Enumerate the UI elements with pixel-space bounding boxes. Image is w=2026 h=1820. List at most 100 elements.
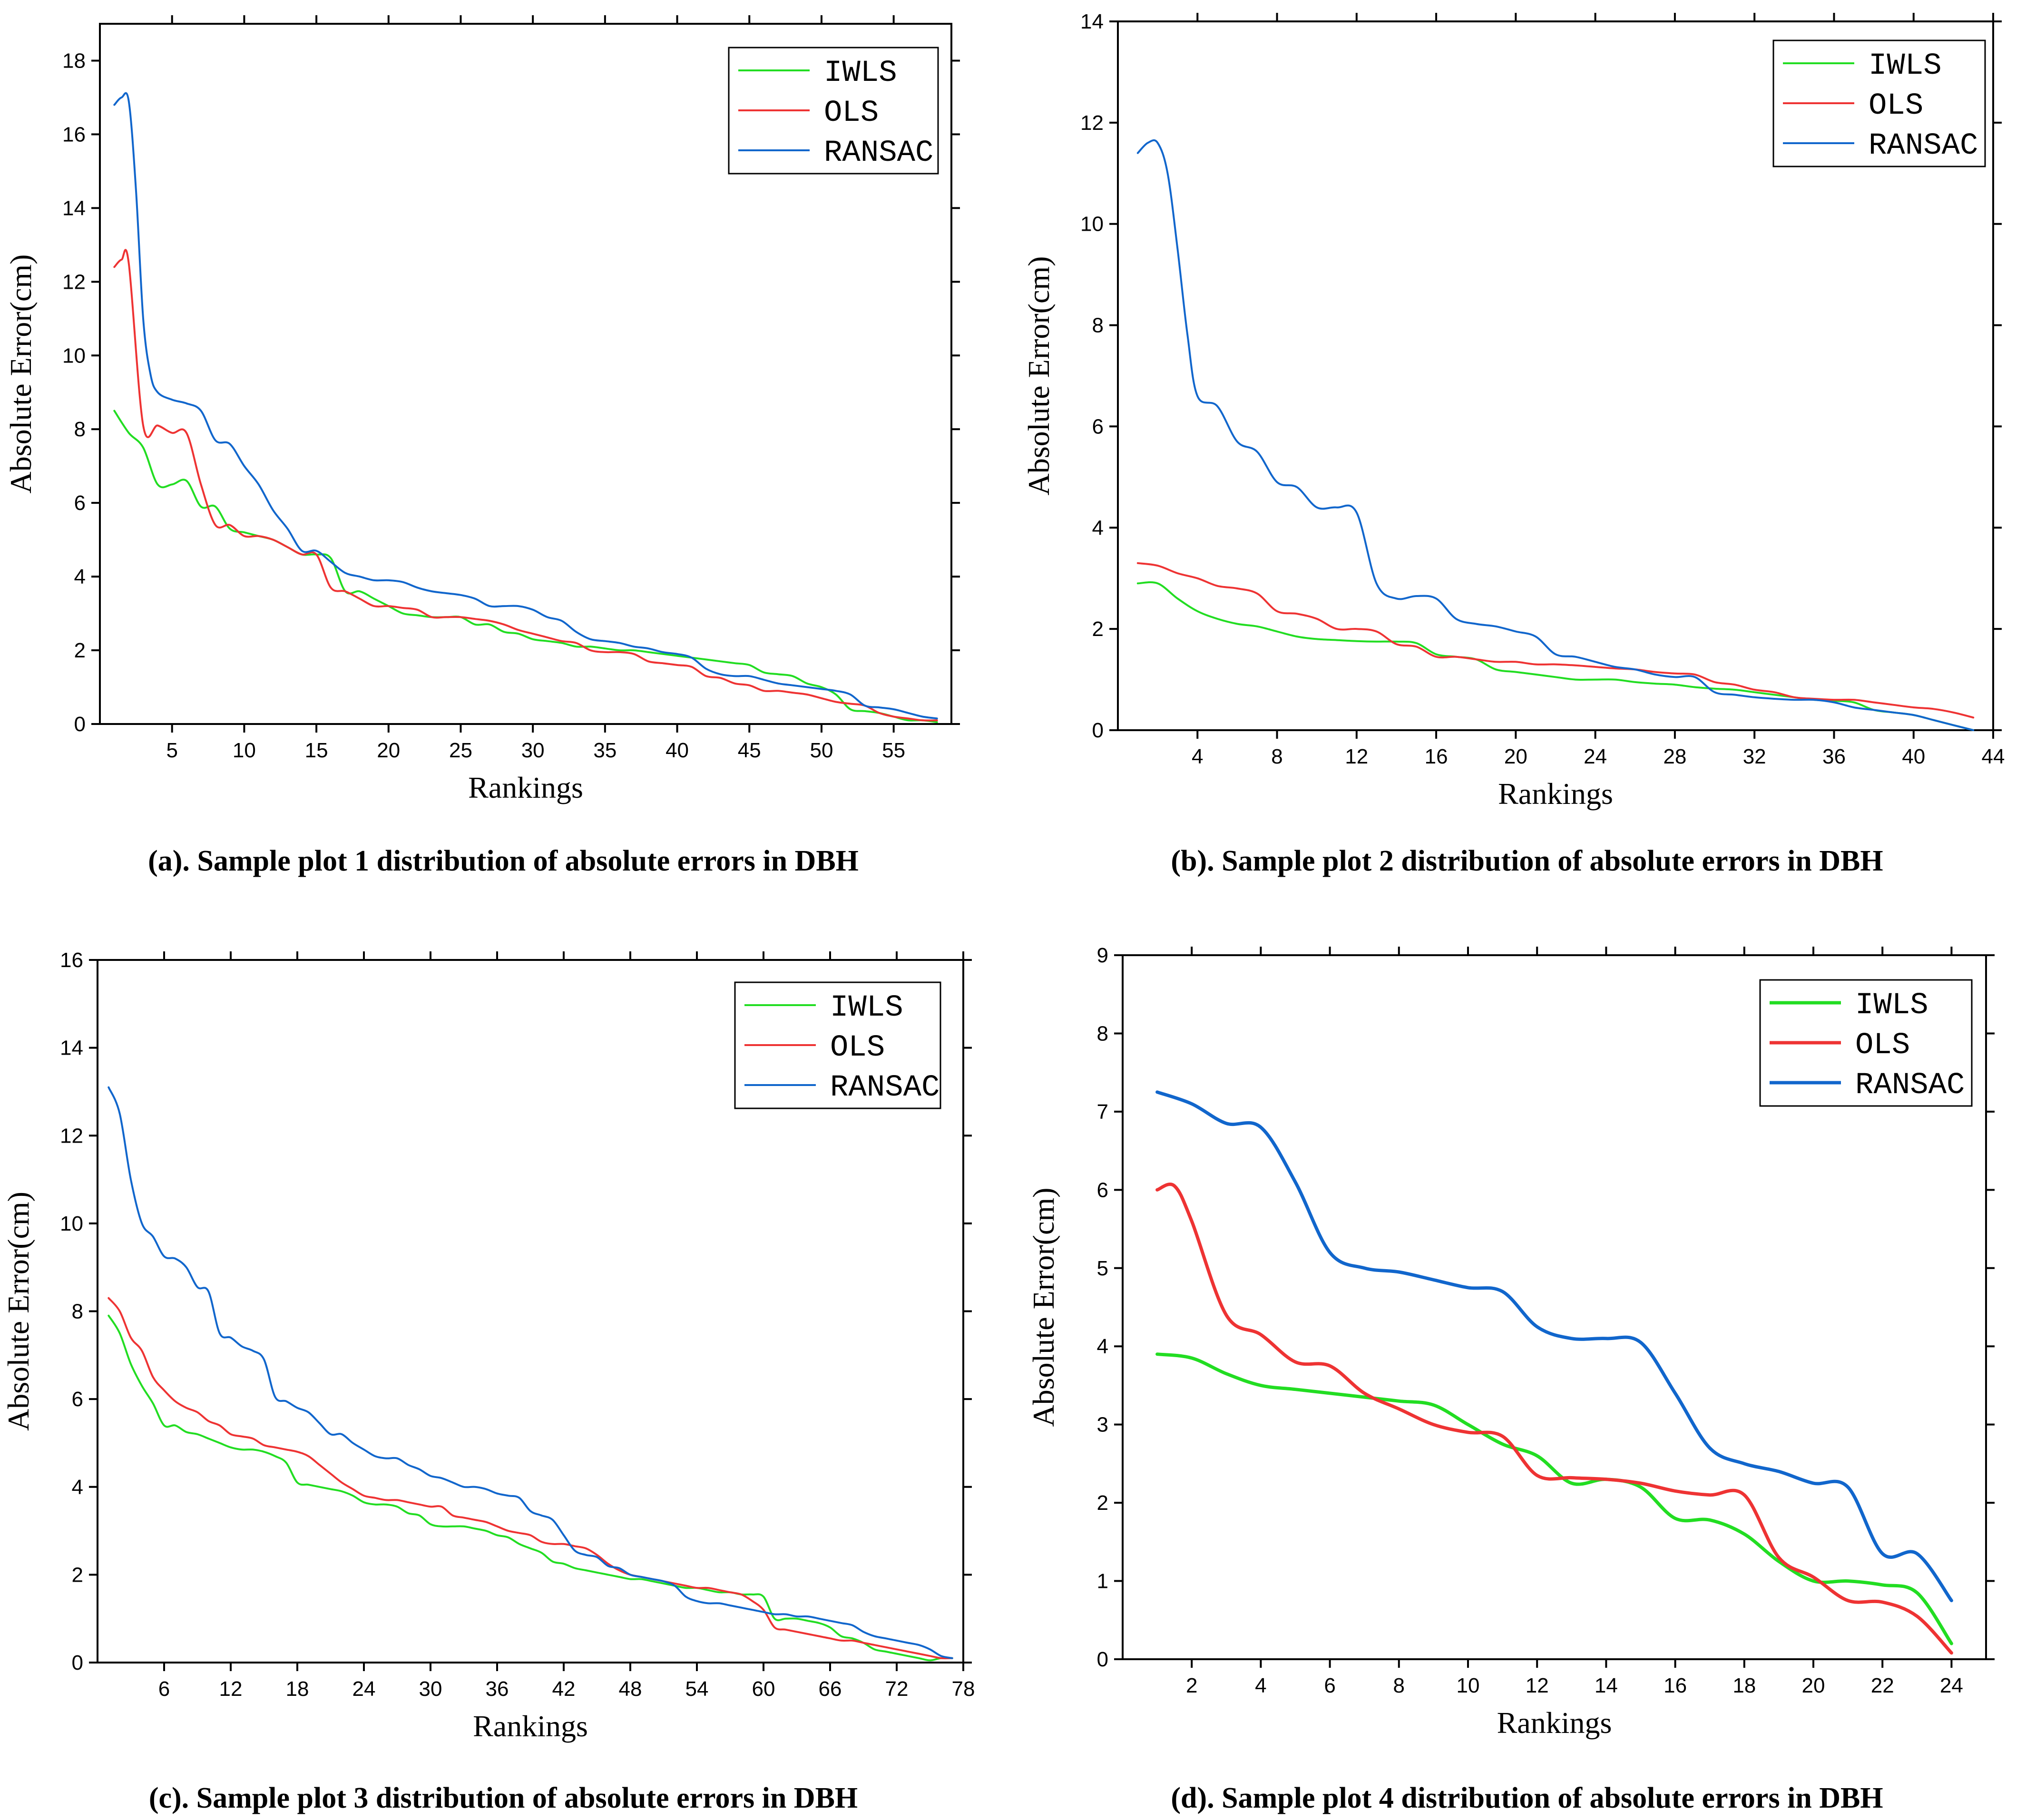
x-tick-label: 8 bbox=[1271, 745, 1282, 768]
series-line-ols bbox=[108, 1297, 953, 1660]
x-axis-label: Rankings bbox=[1498, 777, 1613, 811]
x-tick-label: 6 bbox=[158, 1677, 170, 1701]
x-tick-label: 16 bbox=[1664, 1674, 1687, 1697]
x-tick-label: 55 bbox=[882, 739, 905, 762]
y-tick-label: 1 bbox=[1097, 1570, 1108, 1593]
y-tick-label: 12 bbox=[60, 1124, 83, 1147]
y-tick-label: 14 bbox=[62, 196, 86, 220]
panel-caption: (b). Sample plot 2 distribution of absol… bbox=[1171, 845, 1883, 877]
x-axis-label: Rankings bbox=[473, 1709, 588, 1743]
x-tick-label: 48 bbox=[619, 1677, 642, 1701]
legend-label-ransac: RANSAC bbox=[830, 1071, 940, 1105]
x-tick-label: 16 bbox=[1425, 745, 1448, 768]
x-tick-label: 24 bbox=[1584, 745, 1607, 768]
y-tick-label: 6 bbox=[74, 491, 86, 515]
x-tick-label: 18 bbox=[286, 1677, 309, 1701]
panel-caption: (a). Sample plot 1 distribution of absol… bbox=[148, 845, 859, 877]
y-tick-label: 0 bbox=[1092, 719, 1104, 742]
y-tick-label: 0 bbox=[1097, 1648, 1108, 1671]
series-line-ols bbox=[1136, 562, 1975, 719]
x-tick-label: 6 bbox=[1324, 1674, 1335, 1697]
x-tick-label: 66 bbox=[819, 1677, 842, 1701]
y-tick-label: 10 bbox=[60, 1212, 83, 1235]
x-axis-label: Rankings bbox=[468, 771, 583, 804]
x-tick-label: 60 bbox=[752, 1677, 775, 1701]
legend-label-ols: OLS bbox=[830, 1031, 885, 1065]
y-tick-label: 16 bbox=[62, 123, 86, 146]
legend-label-iwls: IWLS bbox=[1869, 49, 1942, 83]
y-tick-label: 18 bbox=[62, 49, 86, 72]
x-tick-label: 24 bbox=[352, 1677, 376, 1701]
series-line-ransac bbox=[1155, 1090, 1953, 1603]
x-tick-label: 50 bbox=[810, 739, 833, 762]
x-tick-label: 40 bbox=[1902, 745, 1925, 768]
y-axis-label: Absolute Error(cm) bbox=[1, 1192, 35, 1431]
y-tick-label: 6 bbox=[72, 1388, 83, 1411]
x-tick-label: 10 bbox=[233, 739, 256, 762]
y-tick-label: 2 bbox=[74, 639, 86, 662]
x-tick-label: 24 bbox=[1940, 1674, 1963, 1697]
x-tick-label: 2 bbox=[1186, 1674, 1197, 1697]
y-tick-label: 4 bbox=[1097, 1335, 1108, 1358]
panel-a: 0 2 4 6 8 10 12 14 16 18 5 10 15 20 25 30 35 40 45 50 55 Rank… bbox=[4, 15, 960, 877]
y-tick-label: 10 bbox=[1080, 213, 1104, 236]
series-line-ransac bbox=[108, 1086, 953, 1659]
x-tick-label: 54 bbox=[685, 1677, 709, 1701]
y-tick-label: 4 bbox=[72, 1476, 83, 1499]
x-tick-label: 78 bbox=[952, 1677, 975, 1701]
legend-label-ransac: RANSAC bbox=[1855, 1068, 1965, 1103]
x-tick-label: 14 bbox=[1595, 1674, 1618, 1697]
y-tick-label: 2 bbox=[72, 1563, 83, 1586]
x-tick-label: 32 bbox=[1743, 745, 1766, 768]
y-tick-label: 4 bbox=[74, 565, 86, 588]
x-tick-label: 20 bbox=[377, 739, 400, 762]
series-line-ols bbox=[1155, 1183, 1953, 1655]
legend-label-ols: OLS bbox=[1855, 1028, 1910, 1063]
series-line-iwls bbox=[108, 1314, 953, 1662]
y-axis-label: Absolute Error(cm) bbox=[1022, 256, 1056, 496]
x-tick-label: 22 bbox=[1871, 1674, 1894, 1697]
x-tick-label: 4 bbox=[1192, 745, 1203, 768]
legend-label-ols: OLS bbox=[824, 96, 879, 130]
x-tick-label: 42 bbox=[552, 1677, 576, 1701]
series-line-iwls bbox=[1136, 581, 1975, 731]
x-tick-label: 30 bbox=[419, 1677, 442, 1701]
series-line-iwls bbox=[1155, 1352, 1953, 1645]
y-tick-label: 5 bbox=[1097, 1257, 1108, 1280]
x-tick-label: 35 bbox=[593, 739, 617, 762]
x-tick-label: 10 bbox=[1457, 1674, 1480, 1697]
y-tick-label: 9 bbox=[1097, 944, 1108, 967]
x-tick-label: 18 bbox=[1732, 1674, 1756, 1697]
series-line-ols bbox=[113, 249, 938, 722]
y-tick-label: 7 bbox=[1097, 1100, 1108, 1124]
plot-frame bbox=[1117, 20, 1994, 731]
x-tick-label: 30 bbox=[521, 739, 545, 762]
y-tick-label: 2 bbox=[1092, 617, 1104, 641]
x-tick-label: 15 bbox=[305, 739, 328, 762]
legend-label-iwls: IWLS bbox=[1855, 988, 1928, 1023]
panel-caption: (d). Sample plot 4 distribution of absol… bbox=[1171, 1782, 1883, 1814]
plot-frame bbox=[1122, 954, 1987, 1660]
x-tick-label: 28 bbox=[1663, 745, 1686, 768]
y-tick-label: 14 bbox=[1080, 10, 1104, 33]
x-tick-label: 20 bbox=[1802, 1674, 1825, 1697]
y-tick-label: 14 bbox=[60, 1037, 83, 1060]
legend-label-iwls: IWLS bbox=[830, 991, 903, 1025]
y-tick-label: 10 bbox=[62, 344, 86, 367]
x-tick-label: 36 bbox=[1822, 745, 1846, 768]
y-tick-label: 16 bbox=[60, 949, 83, 972]
legend-label-ransac: RANSAC bbox=[824, 136, 933, 170]
x-tick-label: 8 bbox=[1393, 1674, 1405, 1697]
x-tick-label: 45 bbox=[738, 739, 761, 762]
y-tick-label: 0 bbox=[74, 713, 86, 736]
y-axis-label: Absolute Error(cm) bbox=[4, 254, 38, 494]
y-tick-label: 12 bbox=[1080, 111, 1104, 135]
x-tick-label: 36 bbox=[486, 1677, 509, 1701]
x-tick-label: 40 bbox=[666, 739, 689, 762]
y-tick-label: 0 bbox=[72, 1651, 83, 1674]
series-line-ransac bbox=[113, 92, 938, 720]
x-axis-label: Rankings bbox=[1497, 1706, 1612, 1740]
panel-caption: (c). Sample plot 3 distribution of absol… bbox=[149, 1782, 858, 1814]
